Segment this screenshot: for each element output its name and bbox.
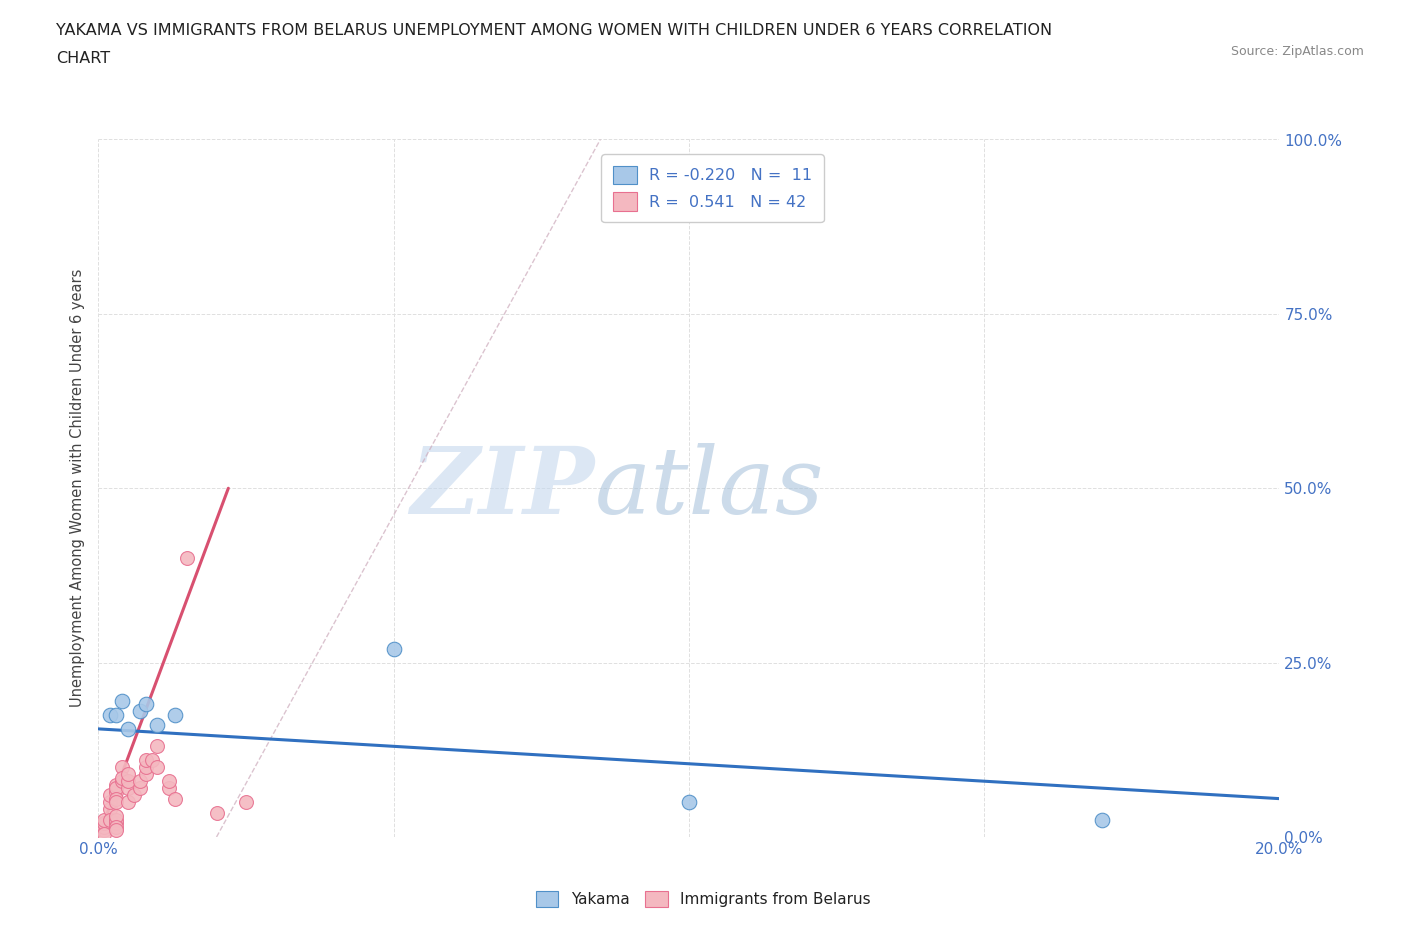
Point xyxy=(176,551,198,565)
Point xyxy=(111,694,134,709)
Point xyxy=(146,760,169,775)
Point xyxy=(678,794,700,809)
Point xyxy=(117,722,139,737)
Point xyxy=(105,781,128,796)
Point xyxy=(141,753,163,768)
Point xyxy=(105,777,128,792)
Point xyxy=(105,823,128,838)
Text: atlas: atlas xyxy=(595,444,824,533)
Point xyxy=(98,812,121,827)
Point xyxy=(135,753,157,768)
Point xyxy=(105,708,128,723)
Legend: R = -0.220   N =  11, R =  0.541   N = 42: R = -0.220 N = 11, R = 0.541 N = 42 xyxy=(602,154,824,221)
Point xyxy=(157,774,180,789)
Point xyxy=(382,642,405,657)
Point xyxy=(105,816,128,830)
Legend: Yakama, Immigrants from Belarus: Yakama, Immigrants from Belarus xyxy=(530,884,876,913)
Point xyxy=(98,788,121,803)
Point xyxy=(111,774,134,789)
Point xyxy=(105,819,128,834)
Point xyxy=(157,781,180,796)
Point xyxy=(128,774,150,789)
Point xyxy=(111,760,134,775)
Point xyxy=(122,788,145,803)
Point xyxy=(105,784,128,799)
Point xyxy=(98,794,121,809)
Text: YAKAMA VS IMMIGRANTS FROM BELARUS UNEMPLOYMENT AMONG WOMEN WITH CHILDREN UNDER 6: YAKAMA VS IMMIGRANTS FROM BELARUS UNEMPL… xyxy=(56,23,1052,38)
Point xyxy=(117,774,139,789)
Point xyxy=(105,812,128,827)
Point xyxy=(117,794,139,809)
Point xyxy=(93,819,115,834)
Point xyxy=(117,766,139,781)
Point xyxy=(165,708,187,723)
Text: Source: ZipAtlas.com: Source: ZipAtlas.com xyxy=(1230,45,1364,58)
Point xyxy=(135,760,157,775)
Point xyxy=(98,708,121,723)
Point xyxy=(93,823,115,838)
Point xyxy=(93,826,115,841)
Y-axis label: Unemployment Among Women with Children Under 6 years: Unemployment Among Women with Children U… xyxy=(70,269,86,708)
Point xyxy=(135,698,157,712)
Point xyxy=(105,794,128,809)
Point xyxy=(98,802,121,817)
Point xyxy=(93,816,115,830)
Point xyxy=(135,766,157,781)
Point xyxy=(146,718,169,733)
Point xyxy=(111,770,134,785)
Point xyxy=(165,791,187,806)
Point xyxy=(105,791,128,806)
Point xyxy=(1091,812,1114,827)
Text: ZIP: ZIP xyxy=(411,444,595,533)
Point xyxy=(128,704,150,719)
Point xyxy=(205,805,228,820)
Point xyxy=(146,738,169,753)
Point xyxy=(105,809,128,824)
Point xyxy=(117,781,139,796)
Text: CHART: CHART xyxy=(56,51,110,66)
Point xyxy=(93,812,115,827)
Point xyxy=(128,781,150,796)
Point xyxy=(235,794,257,809)
